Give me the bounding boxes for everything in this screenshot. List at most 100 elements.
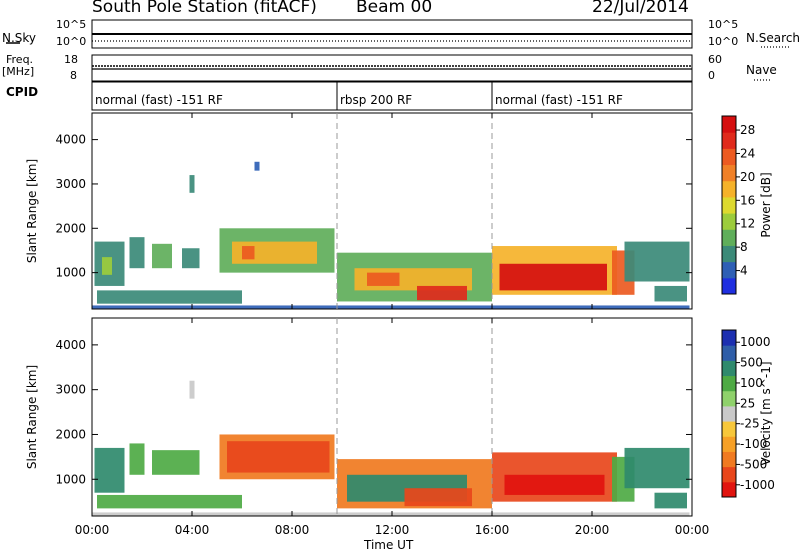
noise-left-bottom: 10^0	[56, 35, 87, 48]
colorbar-swatch	[722, 436, 736, 452]
heatmap-cell	[189, 380, 195, 399]
colorbar-tick-label: 8	[740, 240, 748, 254]
x-tick-label: 04:00	[175, 523, 210, 537]
velocity-heatmap	[92, 380, 690, 516]
colorbar-tick-label: 12	[740, 217, 755, 231]
colorbar-swatch	[722, 148, 736, 166]
y-tick-label: 2000	[55, 427, 86, 441]
x-tick-label: 08:00	[275, 523, 310, 537]
colorbar-swatch	[722, 164, 736, 182]
colorbar-swatch	[722, 180, 736, 198]
nave-label: Nave	[746, 63, 777, 77]
heatmap-cell	[654, 492, 687, 509]
freq-left-top: 18	[64, 53, 78, 66]
heatmap-cell	[97, 290, 242, 304]
y-tick-label: 1000	[55, 472, 86, 486]
heatmap-cell	[417, 285, 467, 301]
colorbar-label: Velocity [m s^-1]	[759, 361, 773, 465]
heatmap-cell	[152, 450, 200, 475]
y-axis-label: Slant Range [km]	[25, 159, 39, 263]
colorbar-swatch	[722, 196, 736, 214]
cpid-segment-label: rbsp 200 RF	[340, 93, 412, 107]
heatmap-cell	[102, 257, 112, 275]
colorbar-swatch	[722, 421, 736, 437]
colorbar-swatch	[722, 345, 736, 361]
colorbar-swatch	[722, 132, 736, 149]
x-axis-title: Time UT	[364, 538, 414, 552]
y-axis-label: Slant Range [km]	[25, 365, 39, 469]
heatmap-cell	[92, 305, 690, 309]
x-tick-label: 16:00	[475, 523, 510, 537]
freq-panel-frame	[91, 54, 693, 82]
heatmap-cell	[227, 441, 330, 473]
freq-right-top: 60	[708, 53, 722, 66]
colorbar-tick-label: 500	[740, 356, 763, 370]
nsky-label: N.Sky	[2, 31, 37, 45]
colorbar-tick-label: 1000	[740, 335, 771, 349]
heatmap-cell	[404, 488, 472, 507]
colorbar-swatch	[722, 213, 736, 230]
y-tick-label: 3000	[55, 177, 86, 191]
heatmap-cell	[504, 474, 605, 495]
colorbar-label: Power [dB]	[759, 172, 773, 237]
x-tick-label: 00:00	[675, 523, 710, 537]
colorbar-swatch	[722, 360, 736, 377]
heatmap-cell	[624, 241, 690, 282]
colorbar-tick-label: 16	[740, 193, 755, 207]
noise-right-top: 10^5	[708, 18, 739, 31]
heatmap-cell	[97, 494, 242, 509]
heatmap-cell	[129, 237, 145, 269]
heatmap-cell	[624, 447, 690, 489]
heatmap-cell	[654, 285, 687, 302]
colorbar-tick-label: 25	[740, 396, 755, 410]
colorbar-tick-label: 24	[740, 146, 755, 160]
y-tick-label: 4000	[55, 338, 86, 352]
colorbar-tick-label: -1000	[740, 478, 775, 492]
freq-left-bottom: 8	[70, 69, 77, 82]
y-tick-label: 1000	[55, 266, 86, 280]
nsearch-label: N.Search	[746, 31, 800, 45]
colorbar-tick-label: 20	[740, 170, 755, 184]
heatmap-cell	[152, 243, 172, 269]
noise-left-top: 10^5	[56, 18, 87, 31]
cpid-segment-label: normal (fast) -151 RF	[95, 93, 223, 107]
x-tick-label: 12:00	[375, 523, 410, 537]
colorbar-tick-label: 28	[740, 123, 755, 137]
date-label: 22/Jul/2014	[592, 0, 689, 17]
colorbar-swatch	[722, 261, 736, 279]
colorbar-swatch	[722, 481, 736, 498]
cpid-segment-label: normal (fast) -151 RF	[495, 93, 623, 107]
colorbar-tick-label: -25	[740, 417, 760, 431]
power-heatmap	[92, 161, 690, 309]
heatmap-cell	[129, 443, 145, 475]
colorbar-tick-label: 100	[740, 376, 763, 390]
heatmap-cell	[254, 161, 260, 171]
beam-label: Beam 00	[356, 0, 433, 17]
colorbar-tick-label: -100	[740, 437, 767, 451]
colorbar-swatch	[722, 375, 736, 392]
colorbar-swatch	[722, 245, 736, 263]
colorbar-swatch	[722, 405, 736, 422]
colorbar-swatch	[722, 466, 736, 483]
heatmap-cell	[499, 263, 607, 291]
y-tick-label: 3000	[55, 383, 86, 397]
station-title: South Pole Station (fitACF)	[92, 0, 317, 17]
colorbar-swatch	[722, 330, 736, 346]
heatmap-cell	[367, 272, 400, 286]
colorbar-frame	[721, 329, 737, 498]
colorbar-tick-label: 4	[740, 264, 748, 278]
colorbar-swatch	[722, 451, 736, 468]
heatmap-cell	[189, 175, 195, 193]
colorbar-swatch	[722, 390, 736, 407]
y-tick-label: 4000	[55, 133, 86, 147]
colorbar-swatch	[722, 277, 736, 295]
y-tick-label: 2000	[55, 221, 86, 235]
freq-label: Freq.	[6, 53, 34, 66]
freq-right-bottom: 0	[708, 69, 715, 82]
cpid-panel-frame	[91, 81, 693, 111]
colorbar-frame	[721, 115, 737, 295]
x-tick-label: 00:00	[75, 523, 110, 537]
heatmap-cell	[92, 512, 690, 516]
heatmap-cell	[182, 248, 200, 269]
